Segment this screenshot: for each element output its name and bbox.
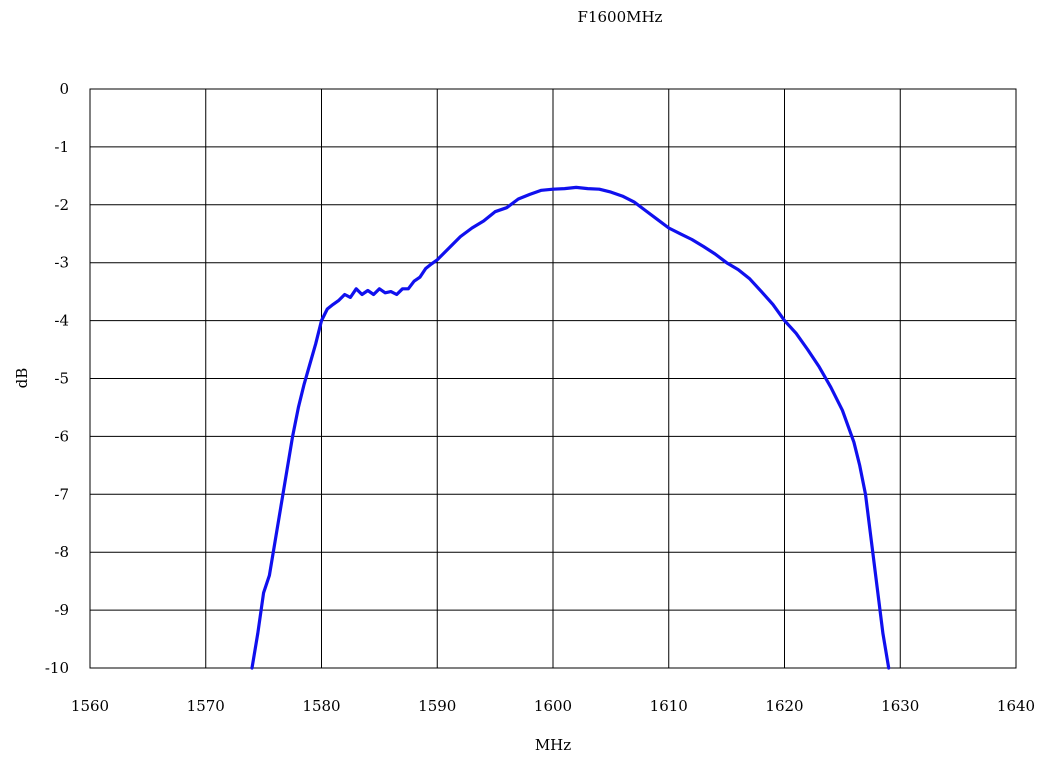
y-tick-label: -7 <box>54 485 69 503</box>
y-tick-label: -9 <box>54 601 69 619</box>
x-tick-label: 1590 <box>418 697 456 715</box>
y-tick-label: -8 <box>54 543 69 561</box>
series <box>250 185 891 670</box>
x-tick-label: 1600 <box>534 697 572 715</box>
x-tick-label: 1570 <box>187 697 225 715</box>
y-axis: 0 -1 -2 -3 -4 -5 -6 -7 -8 -9 -10 <box>45 80 69 677</box>
chart-title: F1600MHz <box>578 8 663 26</box>
y-tick-label: -5 <box>54 370 69 388</box>
x-tick-label: 1580 <box>302 697 340 715</box>
x-tick-label: 1640 <box>997 697 1035 715</box>
plot-frame <box>89 88 1017 669</box>
y-tick-label: -4 <box>54 312 69 330</box>
series-line <box>250 185 891 670</box>
y-tick-label: -6 <box>54 427 69 445</box>
x-tick-label: 1620 <box>765 697 803 715</box>
x-tick-label: 1610 <box>650 697 688 715</box>
x-tick-label: 1630 <box>881 697 919 715</box>
y-axis-label: dB <box>13 368 31 389</box>
y-tick-label: -1 <box>54 138 69 156</box>
x-axis-label: MHz <box>535 736 571 754</box>
x-tick-label: 1560 <box>71 697 109 715</box>
y-tick-label: -10 <box>45 659 69 677</box>
y-tick-label: 0 <box>59 80 69 98</box>
x-axis: 1560 1570 1580 1590 1600 1610 1620 1630 1640 <box>71 697 1035 715</box>
y-tick-label: -3 <box>54 254 69 272</box>
grid <box>89 88 1017 669</box>
y-tick-label: -2 <box>54 196 69 214</box>
